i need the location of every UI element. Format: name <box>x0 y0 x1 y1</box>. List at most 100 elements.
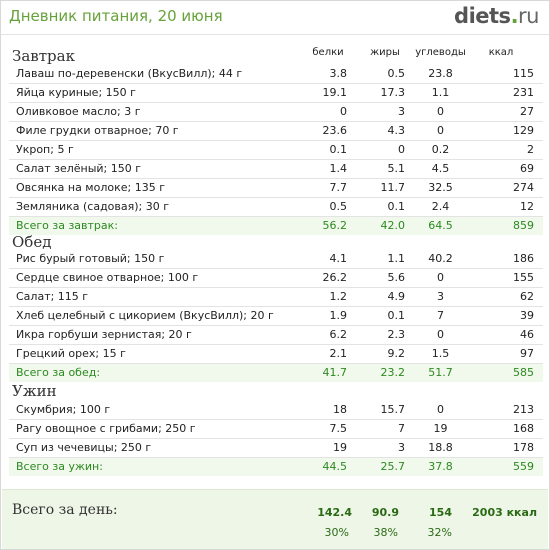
col-protein: белки <box>312 47 344 58</box>
food-name[interactable]: Скумбрия; 100 г <box>16 403 111 416</box>
table-row: Яйца куриные; 150 г 19.1 17.3 1.1 231 <box>9 84 543 103</box>
table-row: Сердце свиное отварное; 100 г 26.2 5.6 0 155 <box>9 269 543 288</box>
food-name[interactable]: Салат зелёный; 150 г <box>16 162 142 175</box>
fat-total: 42.0 <box>380 219 406 232</box>
carbs-total: 51.7 <box>428 366 453 379</box>
protein-value: 6.2 <box>329 328 348 341</box>
header: Дневник питания, 20 июня diets.ru <box>1 1 549 31</box>
dinner-table: Скумбрия; 100 г 18 15.7 0 213 Рагу овощное с… <box>9 401 543 476</box>
kcal-value: 186 <box>513 252 534 265</box>
day-carbs-percent: 32% <box>427 526 452 539</box>
day-kcal-total: 2003 ккал <box>472 506 537 519</box>
day-fat-total: 90.9 <box>371 506 399 519</box>
food-name[interactable]: Суп из чечевицы; 250 г <box>16 441 152 454</box>
kcal-value: 2 <box>527 143 534 156</box>
protein-value: 1.4 <box>329 162 348 175</box>
food-name[interactable]: Оливковое масло; 3 г <box>16 105 141 118</box>
site-logo[interactable]: diets.ru <box>454 4 539 28</box>
breakfast-table: Лаваш по-деревенски (ВкусВилл); 44 г 3.8 0… <box>9 65 543 235</box>
protein-value: 0 <box>340 105 347 118</box>
carbs-value: 40.2 <box>428 252 453 265</box>
fat-value: 3 <box>398 441 405 454</box>
col-fat: жиры <box>370 47 400 58</box>
protein-value: 1.2 <box>329 290 348 303</box>
fat-value: 0.5 <box>387 67 406 80</box>
protein-value: 7.5 <box>329 422 348 435</box>
food-name[interactable]: Грецкий орех; 15 г <box>16 347 126 360</box>
protein-value: 2.1 <box>329 347 348 360</box>
food-name[interactable]: Салат; 115 г <box>16 290 89 303</box>
food-name[interactable]: Рагу овощное с грибами; 250 г <box>16 422 196 435</box>
food-name[interactable]: Овсянка на молоке; 135 г <box>16 181 165 194</box>
day-total-label: Всего за день: <box>12 502 118 518</box>
protein-value: 19.1 <box>322 86 348 99</box>
fat-value: 1.1 <box>387 252 406 265</box>
food-name[interactable]: Рис бурый готовый; 150 г <box>16 252 165 265</box>
food-name[interactable]: Яйца куриные; 150 г <box>16 86 136 99</box>
header-divider <box>1 34 549 35</box>
carbs-value: 0 <box>437 328 444 341</box>
food-name[interactable]: Земляника (садовая); 30 г <box>16 200 170 213</box>
kcal-value: 155 <box>513 271 534 284</box>
table-row: Икра горбуши зернистая; 20 г 6.2 2.3 0 46 <box>9 326 543 345</box>
carbs-value: 1.5 <box>431 347 450 360</box>
carbs-value: 1.1 <box>431 86 450 99</box>
protein-value: 7.7 <box>329 181 348 194</box>
table-row: Овсянка на молоке; 135 г 7.7 11.7 32.5 274 <box>9 179 543 198</box>
table-row: Филе грудки отварное; 70 г 23.6 4.3 0 129 <box>9 122 543 141</box>
protein-value: 19 <box>333 441 347 454</box>
fat-value: 0.1 <box>387 200 406 213</box>
protein-value: 26.2 <box>322 271 348 284</box>
day-protein-total: 142.4 <box>317 506 352 519</box>
fat-value: 15.7 <box>380 403 406 416</box>
food-name[interactable]: Икра горбуши зернистая; 20 г <box>16 328 192 341</box>
food-name[interactable]: Лаваш по-деревенски (ВкусВилл); 44 г <box>16 67 243 80</box>
carbs-value: 23.8 <box>428 67 453 80</box>
table-row: Лаваш по-деревенски (ВкусВилл); 44 г 3.8 0… <box>9 65 543 84</box>
total-label: Всего за обед: <box>16 366 101 379</box>
table-row: Хлеб целебный с цикорием (ВкусВилл); 20 … <box>9 307 543 326</box>
table-row: Салат; 115 г 1.2 4.9 3 62 <box>9 288 543 307</box>
fat-value: 5.6 <box>387 271 406 284</box>
fat-value: 4.3 <box>387 124 406 137</box>
kcal-value: 213 <box>513 403 534 416</box>
carbs-value: 0 <box>437 124 444 137</box>
fat-total: 23.2 <box>380 366 406 379</box>
table-row: Рагу овощное с грибами; 250 г 7.5 7 19 168 <box>9 420 543 439</box>
kcal-value: 231 <box>513 86 534 99</box>
carbs-total: 64.5 <box>428 219 453 232</box>
kcal-value: 39 <box>520 309 534 322</box>
kcal-value: 129 <box>513 124 534 137</box>
carbs-value: 2.4 <box>431 200 450 213</box>
food-name[interactable]: Хлеб целебный с цикорием (ВкусВилл); 20 … <box>16 309 274 322</box>
kcal-value: 178 <box>513 441 534 454</box>
kcal-value: 69 <box>520 162 534 175</box>
fat-value: 2.3 <box>387 328 406 341</box>
protein-value: 3.8 <box>329 67 348 80</box>
food-name[interactable]: Укроп; 5 г <box>16 143 74 156</box>
kcal-value: 62 <box>520 290 534 303</box>
fat-value: 9.2 <box>387 347 406 360</box>
section-title-breakfast: Завтрак <box>12 47 75 65</box>
section-title-dinner: Ужин <box>12 382 57 400</box>
kcal-total: 585 <box>513 366 534 379</box>
carbs-value: 0 <box>437 105 444 118</box>
protein-total: 41.7 <box>322 366 348 379</box>
column-headers: белки жиры углеводы ккал <box>1 47 549 63</box>
protein-value: 0.1 <box>329 143 348 156</box>
food-name[interactable]: Сердце свиное отварное; 100 г <box>16 271 199 284</box>
food-name[interactable]: Филе грудки отварное; 70 г <box>16 124 179 137</box>
fat-total: 25.7 <box>380 460 406 473</box>
lunch-total-row: Всего за обед: 41.7 23.2 51.7 585 <box>9 364 543 382</box>
fat-value: 17.3 <box>380 86 406 99</box>
col-carbs: углеводы <box>415 47 466 58</box>
protein-value: 23.6 <box>322 124 348 137</box>
logo-dot: . <box>510 4 519 28</box>
table-row: Салат зелёный; 150 г 1.4 5.1 4.5 69 <box>9 160 543 179</box>
carbs-value: 0.2 <box>431 143 450 156</box>
carbs-value: 3 <box>437 290 444 303</box>
day-protein-percent: 30% <box>324 526 349 539</box>
kcal-value: 274 <box>513 181 534 194</box>
dinner-total-row: Всего за ужин: 44.5 25.7 37.8 559 <box>9 458 543 476</box>
